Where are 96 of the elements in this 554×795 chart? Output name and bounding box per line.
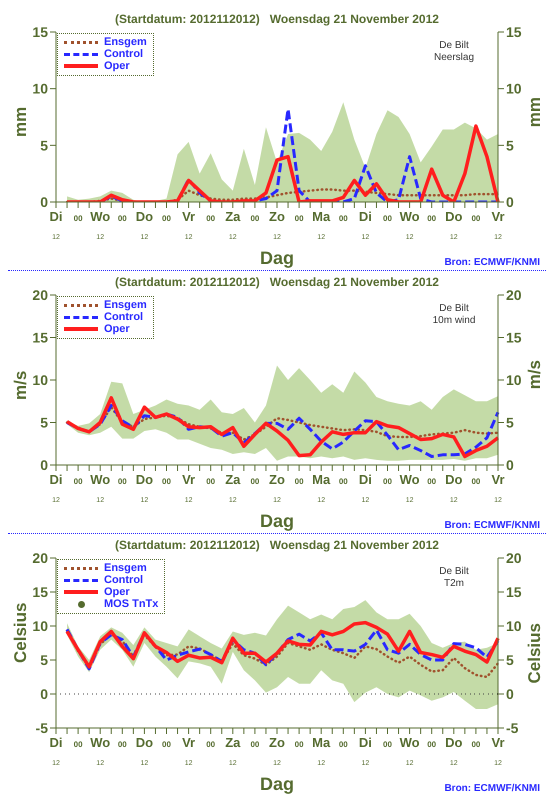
y2-axis-title: Celsius xyxy=(525,623,544,684)
x-tick-label: 00 xyxy=(427,214,437,223)
text: Bron: ECMWF/KNMI xyxy=(444,783,540,794)
x-tick-label: 00 xyxy=(250,740,260,749)
annotation: De Bilt xyxy=(438,303,470,314)
y-tick-label: 15 xyxy=(32,584,48,600)
annotation: De Bilt xyxy=(438,566,470,577)
x-tick-label: 00 xyxy=(162,214,172,223)
y-tick-label: 0 xyxy=(40,686,48,702)
annotation: De Bilt xyxy=(438,40,470,51)
y2-tick-label: 20 xyxy=(506,550,522,566)
legend-label: Ensgem xyxy=(104,36,147,48)
y-tick-label: 10 xyxy=(32,80,48,97)
y2-tick-label: 0 xyxy=(506,686,514,702)
x-tick-label: 00 xyxy=(162,740,172,749)
x-tick-label: 00 xyxy=(118,477,128,486)
text: Bron: ECMWF/KNMI xyxy=(444,520,540,531)
y-tick-label: 15 xyxy=(32,24,48,40)
y2-tick-label: 5 xyxy=(506,414,514,430)
line-series xyxy=(65,620,500,669)
line-series xyxy=(66,406,500,441)
line-series xyxy=(66,628,500,670)
y2-tick-label: 0 xyxy=(506,194,514,210)
y2-tick-label: 10 xyxy=(506,618,522,634)
y-tick-label: 5 xyxy=(40,137,48,154)
legend-label: Oper xyxy=(104,60,130,72)
legend-label: Oper xyxy=(104,586,130,598)
y-axis-title: Celsius xyxy=(11,602,30,663)
x-tick-label: 00 xyxy=(383,214,392,223)
x-tick-label: 00 xyxy=(294,477,304,486)
x-tick-label: 00 xyxy=(383,477,392,486)
x-tick-label: 00 xyxy=(427,740,437,749)
y-tick-label: 20 xyxy=(32,286,48,303)
y2-tick-label: 0 xyxy=(506,456,514,473)
x-tick-label: 00 xyxy=(74,477,84,486)
x-tick-label: 00 xyxy=(471,740,481,749)
x-tick-label: 00 xyxy=(294,740,304,749)
x-tick-label: 00 xyxy=(250,214,260,223)
y-tick-label: 15 xyxy=(32,329,48,346)
y-tick-label: 5 xyxy=(40,652,48,668)
annotation: 10m wind xyxy=(432,315,476,326)
x-tick-label: 00 xyxy=(294,214,304,223)
x-tick-label: 00 xyxy=(118,214,128,223)
y2-tick-label: 20 xyxy=(506,286,522,303)
legend-label: Control xyxy=(104,574,144,586)
y2-tick-label: 10 xyxy=(506,372,522,388)
x-tick-label: 00 xyxy=(471,214,481,223)
y-tick-label: 0 xyxy=(40,456,48,473)
y-tick-label: 20 xyxy=(32,550,48,566)
legend-label: Oper xyxy=(104,323,130,335)
y-tick-label: 10 xyxy=(32,372,48,388)
x-tick-label: 00 xyxy=(118,740,128,749)
x-axis-title: Dag xyxy=(260,774,294,794)
y2-tick-label: 15 xyxy=(506,24,522,40)
x-axis-title: Dag xyxy=(260,248,294,268)
y2-tick-label: 5 xyxy=(506,137,514,154)
x-axis-title: Dag xyxy=(260,511,294,531)
y-tick-label: -5 xyxy=(36,720,48,736)
y2-tick-label: 5 xyxy=(506,652,514,668)
legend-label: Ensgem xyxy=(104,562,147,574)
y2-tick-label: -5 xyxy=(506,720,519,736)
x-tick-label: 00 xyxy=(206,740,216,749)
x-tick-label: 00 xyxy=(206,214,216,223)
legend-label: Control xyxy=(104,48,144,60)
y2-axis-title: mm xyxy=(525,97,544,128)
legend-label: Ensgem xyxy=(104,299,147,311)
x-tick-label: 00 xyxy=(74,740,84,749)
y2-tick-label: 15 xyxy=(506,584,522,600)
y2-axis-title: m/s xyxy=(525,360,544,390)
legend-label: MOS TnTx xyxy=(104,598,158,610)
x-tick-label: 00 xyxy=(250,477,260,486)
annotation: T2m xyxy=(443,578,465,589)
x-tick-label: 00 xyxy=(206,477,216,486)
legend-label: Control xyxy=(104,311,144,323)
y2-tick-label: 10 xyxy=(506,80,522,97)
chart-title: (Startdatum: 2012112012) Woensdag 21 November 2012 xyxy=(115,275,439,289)
y-tick-label: 10 xyxy=(32,618,48,634)
x-tick-label: 00 xyxy=(338,214,348,223)
y-axis-title: mm xyxy=(11,106,30,137)
y-axis-title: m/s xyxy=(11,370,30,400)
x-tick-label: 00 xyxy=(162,477,172,486)
line-series xyxy=(65,124,500,202)
annotation: Neerslag xyxy=(432,52,476,63)
y-tick-label: 0 xyxy=(40,194,48,210)
x-tick-label: 00 xyxy=(338,477,348,486)
text: Bron: ECMWF/KNMI xyxy=(444,257,540,268)
y-tick-label: 5 xyxy=(40,414,48,430)
x-tick-label: 00 xyxy=(471,477,481,486)
x-tick-label: 00 xyxy=(74,214,84,223)
y2-tick-label: 15 xyxy=(506,329,522,346)
line-series xyxy=(66,630,500,678)
chart-title: (Startdatum: 2012112012) Woensdag 21 November 2012 xyxy=(115,12,439,26)
chart-title: (Startdatum: 2012112012) Woensdag 21 November 2012 xyxy=(115,538,439,552)
x-tick-label: 00 xyxy=(383,740,392,749)
x-tick-label: 00 xyxy=(427,477,437,486)
x-tick-label: 00 xyxy=(338,740,348,749)
